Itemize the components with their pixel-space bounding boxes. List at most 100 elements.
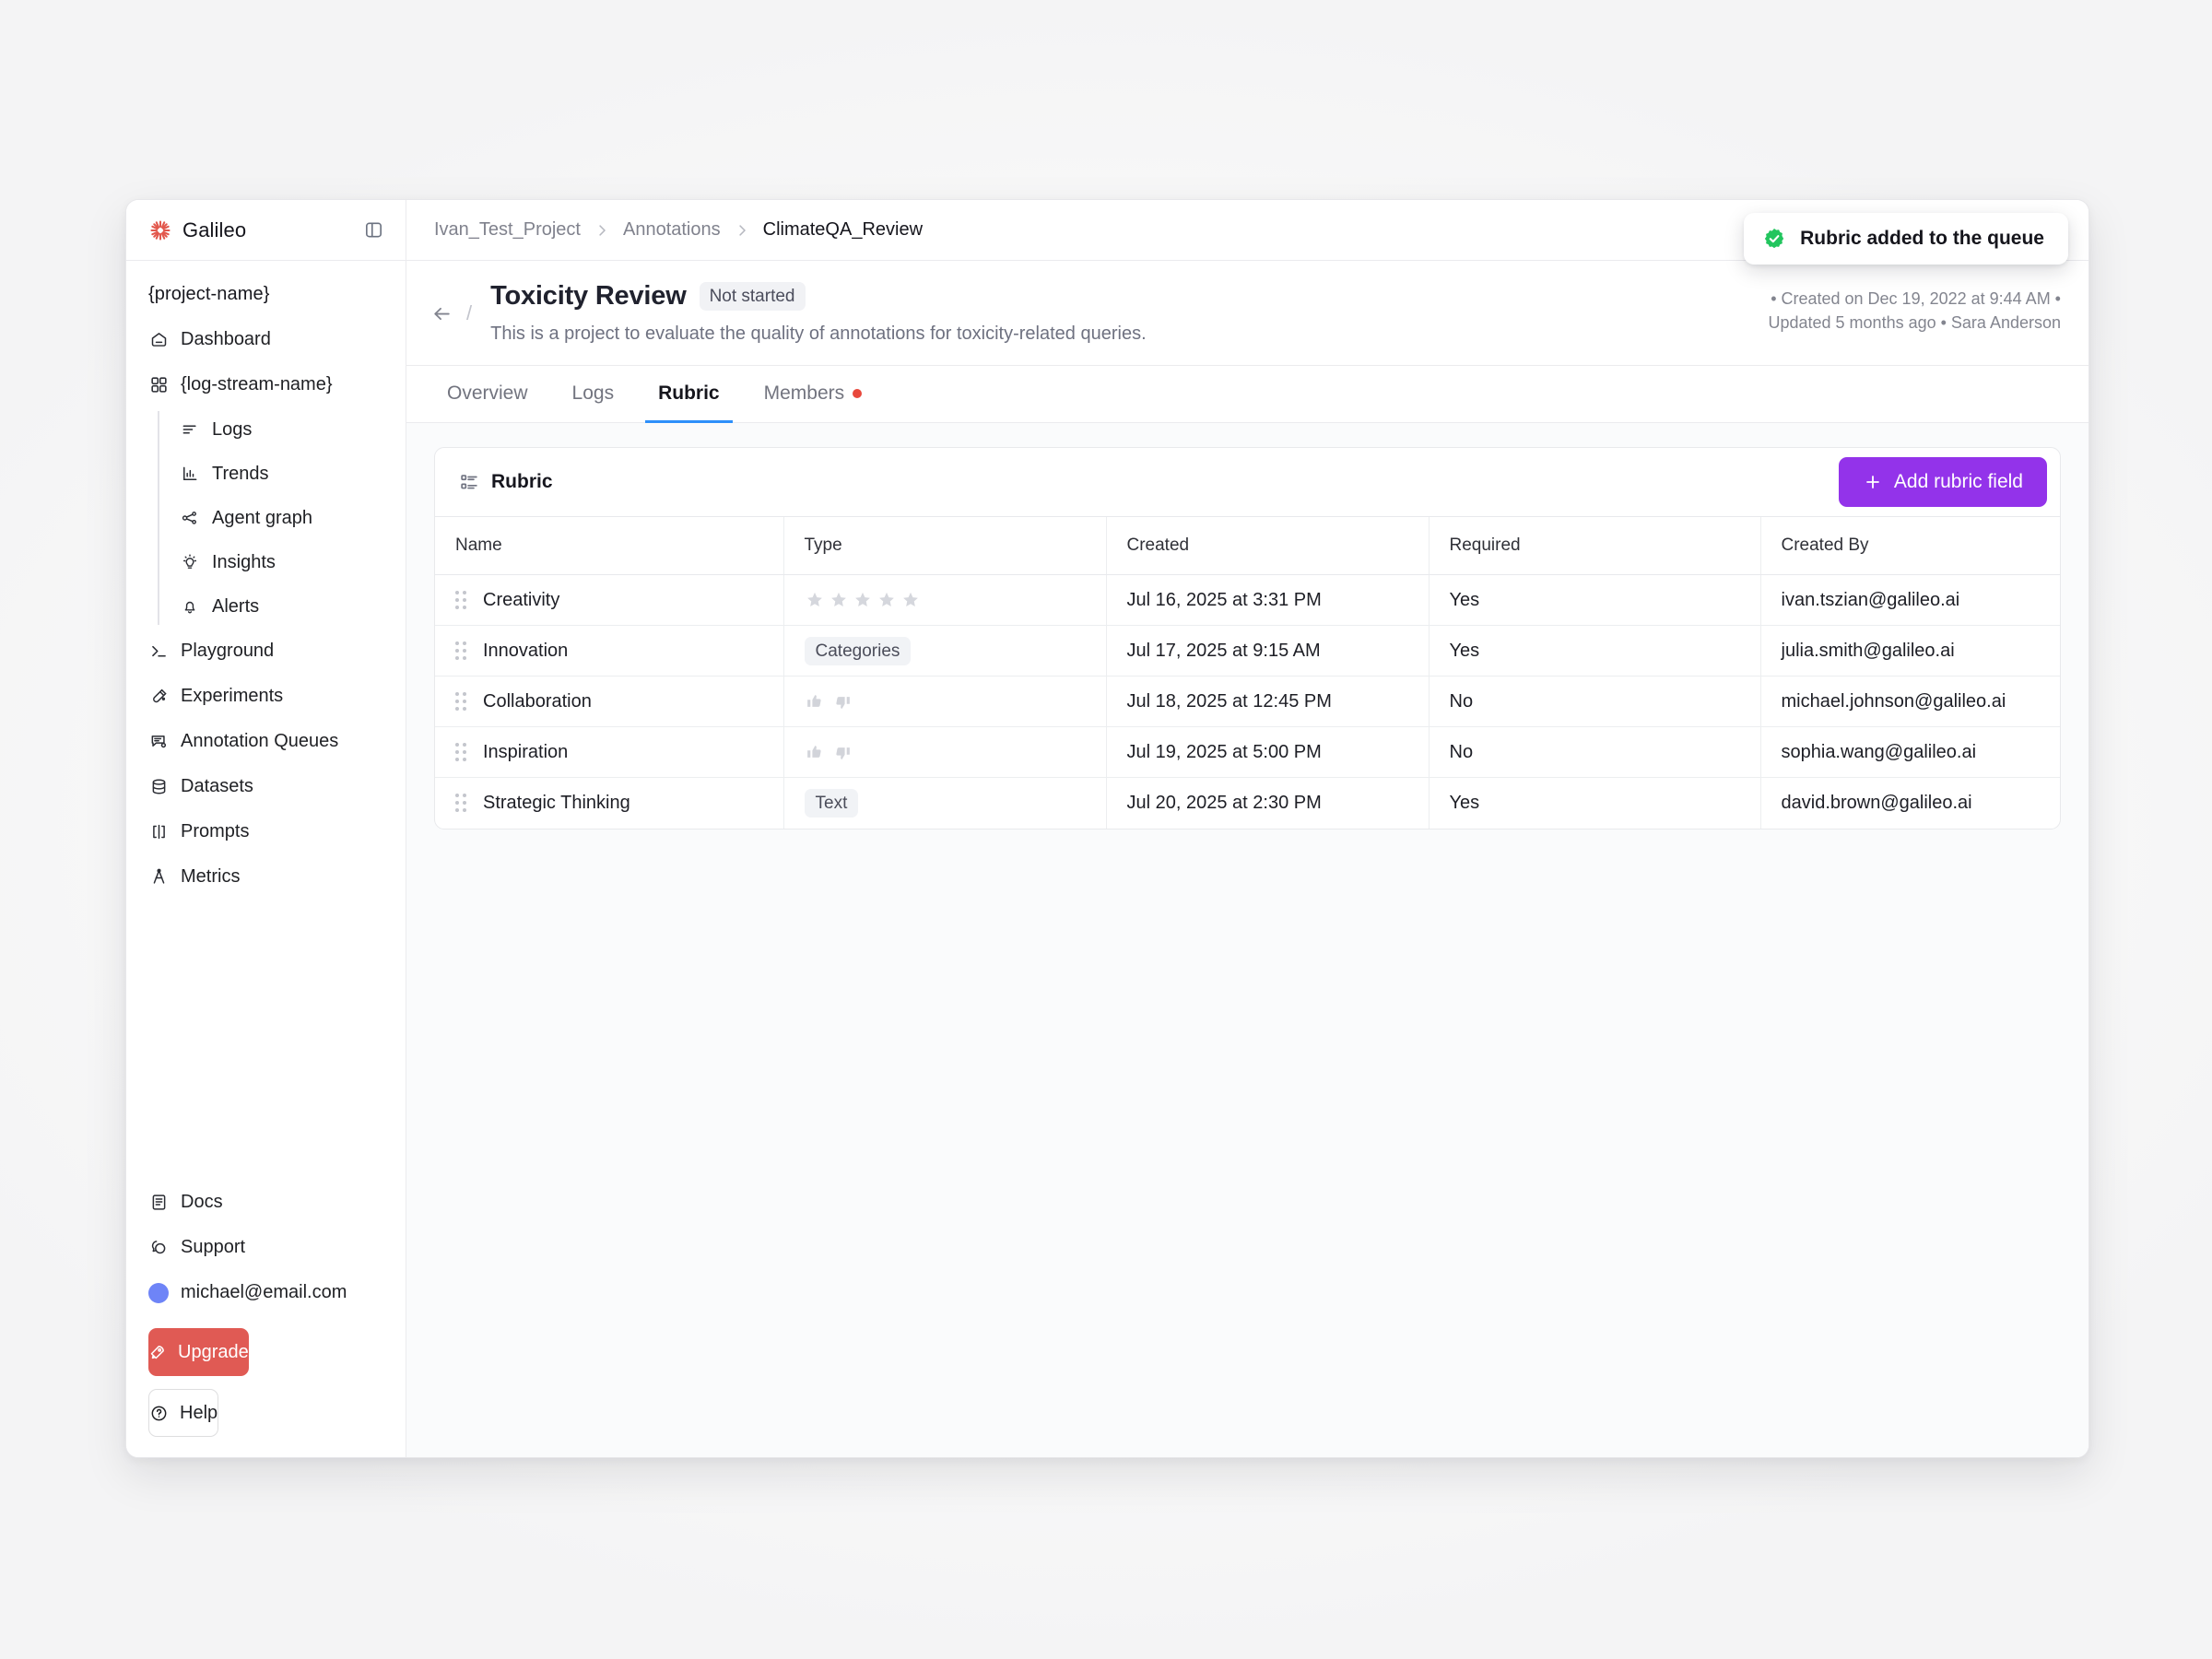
account-email: michael@email.com (181, 1282, 347, 1302)
comment-gear-icon (148, 732, 169, 752)
rubric-table: Name Type Created Required Created By Cr… (435, 517, 2060, 829)
title-block: Toxicity Review Not started This is a pr… (490, 281, 1147, 345)
tab-overview[interactable]: Overview (434, 367, 541, 423)
sidebar-item-prompts[interactable]: Prompts (126, 809, 406, 854)
sidebar-item-trends[interactable]: Trends (158, 452, 406, 496)
drag-handle-icon[interactable] (455, 591, 466, 609)
cell-name: Innovation (435, 625, 784, 677)
tab-label: Logs (571, 382, 615, 404)
cell-required: Yes (1429, 777, 1761, 829)
drag-handle-icon[interactable] (455, 794, 466, 813)
cell-created: Jul 19, 2025 at 5:00 PM (1106, 726, 1430, 778)
sidebar-item-label: Trends (212, 463, 269, 484)
cell-type: Categories (783, 625, 1107, 677)
breadcrumb-item-project[interactable]: Ivan_Test_Project (434, 219, 581, 240)
cell-created: Jul 17, 2025 at 9:15 AM (1106, 625, 1430, 677)
rubric-card-title: Rubric (491, 471, 553, 492)
sidebar-project-name[interactable]: {project-name} (148, 284, 270, 304)
column-header-type[interactable]: Type (783, 517, 1107, 575)
prompt-brackets-icon (148, 822, 169, 842)
sidebar-item-experiments[interactable]: Experiments (126, 674, 406, 719)
sidebar-item-datasets[interactable]: Datasets (126, 764, 406, 809)
cell-name: Inspiration (435, 726, 784, 778)
sidebar-item-label: Alerts (212, 595, 260, 617)
cell-name: Collaboration (435, 676, 784, 727)
sidebar-item-dashboard[interactable]: Dashboard (126, 317, 406, 362)
sidebar-item-logs[interactable]: Logs (158, 407, 406, 452)
table-row[interactable]: Strategic Thinking Text Jul 20, 2025 at 2:… (435, 777, 2060, 829)
tab-label: Rubric (658, 382, 720, 404)
sidebar-item-label: Logs (212, 418, 253, 440)
tab-members[interactable]: Members (751, 367, 876, 423)
sidebar-item-label: Prompts (181, 821, 250, 841)
bar-chart-icon (180, 464, 200, 484)
arrow-left-icon[interactable] (430, 302, 453, 325)
tab-rubric[interactable]: Rubric (645, 367, 733, 423)
cell-type (783, 676, 1107, 727)
tab-logs[interactable]: Logs (559, 367, 628, 423)
sidebar-item-playground[interactable]: Playground (126, 629, 406, 674)
page-description: This is a project to evaluate the qualit… (490, 324, 1147, 344)
rubric-field-name: Innovation (483, 640, 569, 661)
star-rating-icon (805, 590, 1086, 610)
cell-created-by: michael.johnson@galileo.ai (1760, 676, 2060, 727)
sidebar-item-annotation-queues[interactable]: Annotation Queues (126, 719, 406, 764)
upgrade-label: Upgrade (178, 1341, 249, 1362)
content-area: Rubric Add rubric field (406, 423, 2088, 1457)
breadcrumb-item-current: ClimateQA_Review (762, 219, 924, 240)
breadcrumb-item-annotations[interactable]: Annotations (622, 219, 721, 240)
sidebar-item-label: Docs (181, 1192, 223, 1212)
sidebar-account[interactable]: michael@email.com (126, 1270, 406, 1315)
tabs-bar: Overview Logs Rubric Members (406, 366, 2088, 423)
column-header-created[interactable]: Created (1106, 517, 1430, 575)
back-group: / (430, 301, 472, 325)
sidebar-item-label: Datasets (181, 776, 253, 796)
rubric-card-header: Rubric Add rubric field (435, 448, 2060, 517)
help-button[interactable]: Help (148, 1389, 219, 1437)
sidebar-subnav: Logs Trends (158, 407, 406, 629)
rubric-card: Rubric Add rubric field (434, 447, 2061, 830)
chevron-right-icon (734, 222, 750, 239)
table-row[interactable]: Inspiration Jul 19, 2025 at 5:00 PM No soph… (435, 726, 2060, 778)
sidebar-nav: {project-name} Dashboard (126, 261, 406, 1180)
sidebar-bottom: Docs Support michael@email.com (126, 1180, 406, 1457)
sidebar-item-docs[interactable]: Docs (126, 1180, 406, 1225)
column-header-created-by[interactable]: Created By (1760, 517, 2060, 575)
table-row[interactable]: Collaboration Jul 18, 2025 at 12:45 PM No m… (435, 676, 2060, 727)
title-row: Toxicity Review Not started (490, 281, 1147, 312)
drag-handle-icon[interactable] (455, 641, 466, 660)
column-header-name[interactable]: Name (435, 517, 784, 575)
plus-icon (1863, 472, 1883, 492)
table-row[interactable]: Creativity Jul 16, 2025 at 3:31 PM Yes ivan… (435, 574, 2060, 626)
breadcrumb: Ivan_Test_Project Annotations ClimateQA_… (406, 200, 2088, 261)
cell-required: Yes (1429, 625, 1761, 677)
rubric-field-name: Collaboration (483, 690, 592, 712)
sidebar-item-metrics[interactable]: Metrics (126, 854, 406, 900)
sidebar-item-support[interactable]: Support (126, 1225, 406, 1270)
rubric-field-name: Creativity (483, 589, 560, 610)
panel-collapse-icon[interactable] (361, 218, 385, 242)
question-circle-icon (149, 1404, 169, 1423)
thumb-down-icon (833, 692, 853, 712)
type-pill: Text (804, 788, 859, 818)
sidebar-item-label: Insights (212, 551, 276, 572)
cell-type (783, 574, 1107, 626)
sidebar-item-label: {log-stream-name} (181, 374, 333, 394)
sidebar-item-label: Agent graph (212, 507, 312, 528)
sidebar: Galileo {project-name} (126, 200, 406, 1457)
sidebar-item-insights[interactable]: Insights (158, 540, 406, 584)
rubric-field-name: Inspiration (483, 741, 569, 762)
sidebar-item-log-stream[interactable]: {log-stream-name} (126, 362, 406, 407)
column-header-required[interactable]: Required (1429, 517, 1761, 575)
table-row[interactable]: Innovation Categories Jul 17, 2025 at 9:15… (435, 625, 2060, 677)
sidebar-item-agent-graph[interactable]: Agent graph (158, 496, 406, 540)
drag-handle-icon[interactable] (455, 743, 466, 761)
add-rubric-field-button[interactable]: Add rubric field (1838, 457, 2047, 507)
checklist-icon (459, 472, 479, 492)
upgrade-button[interactable]: Upgrade (148, 1328, 249, 1376)
terminal-icon (148, 641, 169, 662)
sidebar-item-label: Support (181, 1237, 246, 1257)
avatar (148, 1282, 169, 1303)
drag-handle-icon[interactable] (455, 692, 466, 711)
sidebar-item-alerts[interactable]: Alerts (158, 584, 406, 629)
